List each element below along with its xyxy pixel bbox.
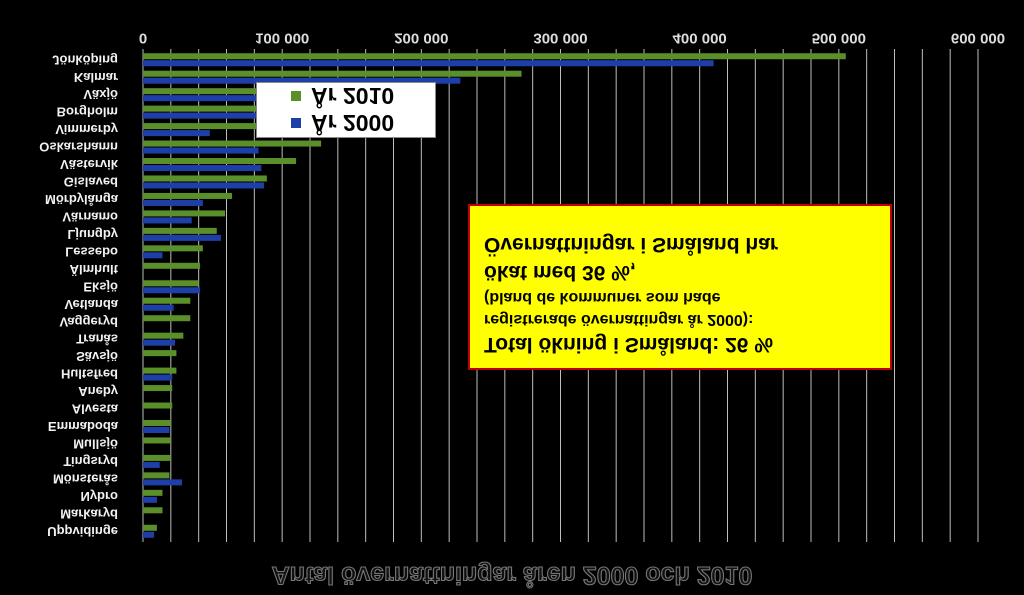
category-label: Vimmerby [55,122,118,137]
bar-2000 [143,496,157,503]
category-label: Nybro [80,489,118,504]
category-label: Aneby [78,384,119,399]
category-label: Oskarshamn [39,140,118,155]
bar-2010 [143,489,163,496]
bar-2000 [143,199,203,206]
bar-2010 [143,315,191,322]
bar-2010 [143,419,171,426]
category-label: Borgholm [57,105,118,120]
legend-label-2000: År 2000 [311,110,395,137]
category-label: Gislaved [64,175,118,190]
bar-2000 [143,147,259,154]
category-label: Mönsterås [53,471,118,486]
legend-swatch-2000 [291,118,301,128]
category-label: Lessebo [65,244,118,259]
bar-2010 [143,472,170,479]
category-label: Emmaboda [48,419,119,434]
category-label: Kalmar [74,70,118,85]
category-label: Tranås [76,332,118,347]
bar-2010 [143,437,171,444]
bar-2010 [143,402,173,409]
bar-2010 [143,280,199,287]
category-label: Älmhult [70,262,119,277]
bar-2000 [143,531,155,538]
category-label: Tingsryd [63,454,118,469]
bar-2010 [143,524,157,531]
x-tick-label: 0 [139,30,147,47]
bar-2000 [143,234,221,241]
annotation-line-4: ökat med 36 %, [484,261,636,284]
category-label: Mörbylånga [45,192,119,207]
category-label: Värnamo [62,209,118,224]
x-tick-label: 300 000 [533,30,587,47]
bar-2010 [143,53,846,60]
annotation-box: Total ökning i Småland: 26 % registrerad… [468,204,892,370]
legend-label-2010: År 2010 [311,83,395,110]
x-tick-label: 400 000 [673,30,727,47]
legend: År 2000 År 2010 [256,82,436,138]
bar-2010 [143,192,233,199]
bar-2000 [143,130,210,137]
bar-2010 [143,385,173,392]
category-label: Ljungby [67,227,118,242]
category-label: Västervik [60,157,119,172]
bar-2010 [143,140,322,147]
category-label: Mullsjö [73,437,118,452]
category-label: Jönköping [52,52,118,67]
bar-2010 [143,245,203,252]
bar-2010 [143,297,191,304]
bar-2010 [143,123,329,130]
category-label: Uppvidinge [47,524,118,539]
bar-2010 [143,332,184,339]
bar-2000 [143,165,262,172]
bar-2010 [143,105,366,112]
bar-2000 [143,252,163,259]
category-label: Vaggeryd [59,314,118,329]
bar-2010 [143,507,163,514]
bar-2000 [143,461,160,468]
bar-2000 [143,217,192,224]
legend-item-2010: År 2010 [291,83,395,110]
bar-2010 [143,210,226,217]
annotation-line-3: (bland de kommuner som hade [484,289,721,306]
bar-2000 [143,339,176,346]
category-label: Vetlanda [65,297,119,312]
bar-2010 [143,175,267,182]
bar-2010 [143,227,217,234]
bar-2010 [143,262,201,269]
bar-2000 [143,426,170,433]
bar-2010 [143,70,522,77]
bar-2010 [143,367,177,374]
annotation-line-1: Total ökning i Småland: 26 % [484,333,773,356]
bar-2000 [143,60,714,67]
category-label: Markaryd [60,506,118,521]
chart-title: Antal övernattningar åren 2000 och 2010 [272,561,753,589]
bar-2000 [143,304,174,311]
category-label: Hultsfred [61,367,118,382]
x-tick-label: 500 000 [812,30,866,47]
category-label: Växjö [83,87,118,102]
bar-2010 [143,350,177,357]
category-label: Sävsjö [76,349,118,364]
category-label: Alvesta [72,402,119,417]
legend-item-2000: År 2000 [291,110,395,137]
bar-2010 [143,158,297,165]
bar-2000 [143,77,461,84]
bar-2000 [143,287,201,294]
bar-2000 [143,479,182,486]
x-tick-label: 200 000 [394,30,448,47]
category-label: Eksjö [83,279,118,294]
legend-swatch-2010 [291,91,301,101]
bar-2000 [143,374,173,381]
x-tick-label: 100 000 [255,30,309,47]
x-tick-label: 600 000 [951,30,1005,47]
annotation-line-2: registrerade övernattingar år 2000): [484,311,754,328]
annotation-line-5: Övernattningar i Småland har [484,233,779,256]
bar-2010 [143,454,171,461]
bar-2000 [143,182,265,189]
